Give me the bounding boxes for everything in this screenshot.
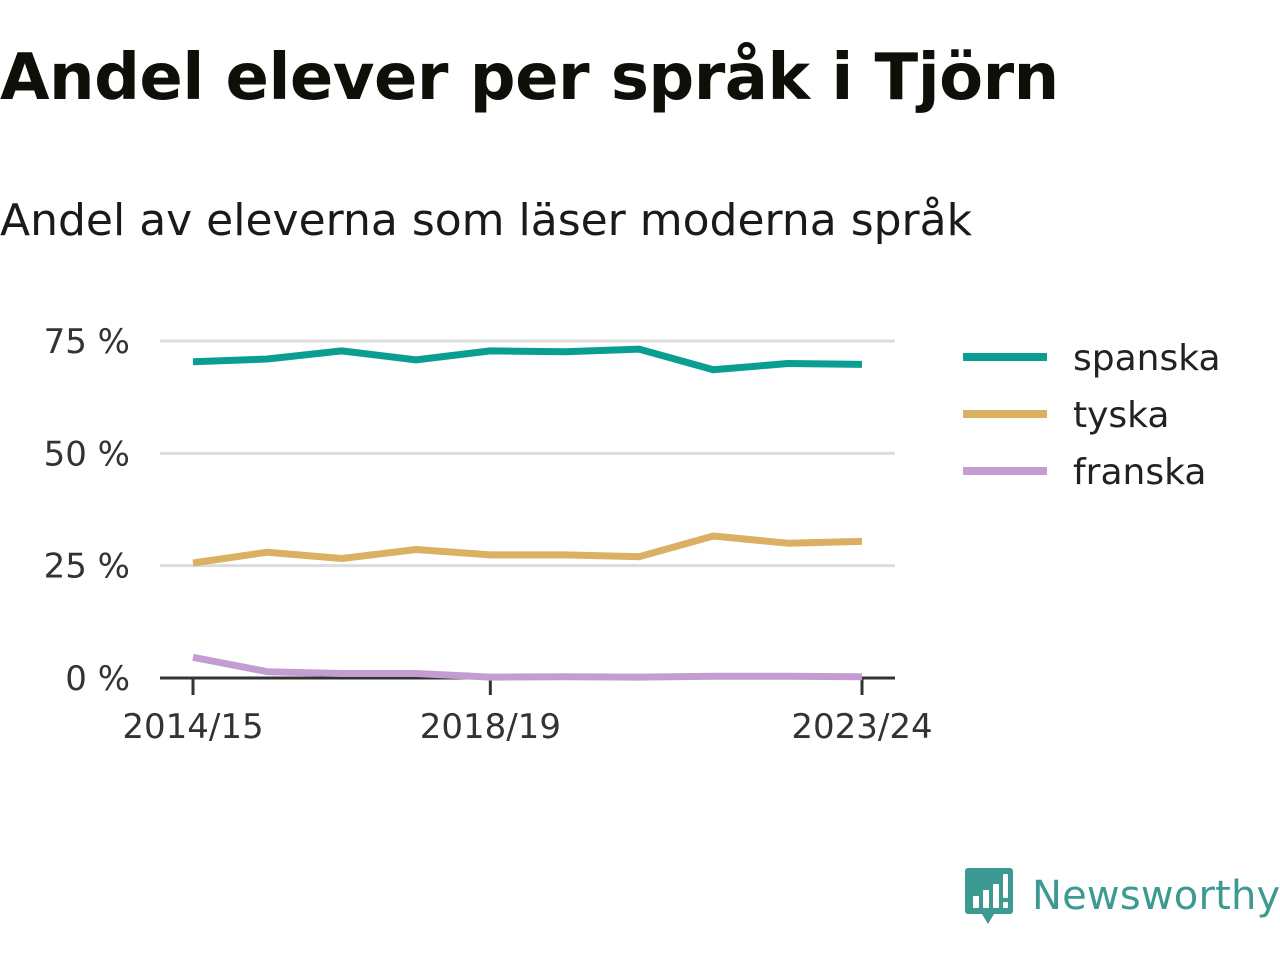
legend-label: spanska: [1073, 338, 1221, 379]
y-tick-label: 50 %: [44, 434, 130, 474]
legend-item-spanska: spanska: [963, 338, 1221, 379]
x-axis: [160, 676, 895, 695]
newsworthy-logo-icon: [965, 868, 1013, 924]
legend-label: franska: [1073, 452, 1206, 493]
y-tick-label: 25 %: [44, 547, 130, 587]
x-axis-labels: 2014/15 2018/19 2023/24: [122, 707, 932, 747]
y-tick-label: 75 %: [44, 322, 130, 362]
x-tick-label: 2018/19: [420, 707, 561, 747]
legend-item-tyska: tyska: [963, 395, 1169, 436]
grid-lines: [160, 339, 895, 568]
brand-logo: Newsworthy: [964, 864, 1280, 928]
series-line-tyska: [192, 532, 863, 567]
page-subtitle: Andel av eleverna som läser moderna språ…: [0, 195, 973, 246]
legend-item-franska: franska: [963, 452, 1206, 493]
legend: spanska tyska franska: [963, 338, 1221, 493]
brand-name: Newsworthy: [1032, 873, 1280, 919]
legend-label: tyska: [1073, 395, 1169, 436]
x-tick-label: 2014/15: [122, 707, 263, 747]
page-title: Andel elever per språk i Tjörn: [0, 41, 1059, 115]
y-axis-labels: 0 % 25 % 50 % 75 %: [44, 322, 130, 699]
x-tick-label: 2023/24: [791, 707, 932, 747]
y-tick-label: 0 %: [65, 659, 130, 699]
series-lines: [192, 345, 863, 681]
series-line-spanska: [192, 345, 863, 374]
series-line-franska: [192, 653, 863, 681]
